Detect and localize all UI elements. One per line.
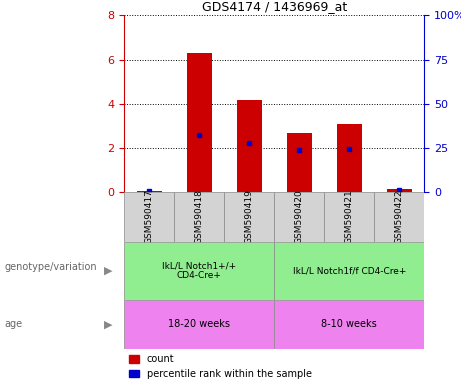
- Title: GDS4174 / 1436969_at: GDS4174 / 1436969_at: [201, 0, 347, 13]
- Text: ▶: ▶: [105, 319, 113, 329]
- Bar: [237, 100, 262, 192]
- Text: age: age: [5, 319, 23, 329]
- Text: GSM590419: GSM590419: [245, 190, 254, 244]
- FancyBboxPatch shape: [124, 300, 274, 349]
- Bar: [287, 134, 312, 192]
- FancyBboxPatch shape: [124, 242, 274, 300]
- Text: GSM590421: GSM590421: [345, 190, 354, 244]
- Text: GSM590422: GSM590422: [395, 190, 404, 244]
- Bar: [137, 191, 162, 192]
- Text: GSM590417: GSM590417: [145, 190, 154, 244]
- FancyBboxPatch shape: [274, 300, 424, 349]
- FancyBboxPatch shape: [374, 192, 424, 242]
- Text: GSM590420: GSM590420: [295, 190, 304, 244]
- Bar: [337, 124, 362, 192]
- Text: 18-20 weeks: 18-20 weeks: [168, 319, 230, 329]
- FancyBboxPatch shape: [324, 192, 374, 242]
- Text: IkL/L Notch1+/+
CD4-Cre+: IkL/L Notch1+/+ CD4-Cre+: [162, 261, 236, 280]
- FancyBboxPatch shape: [225, 192, 274, 242]
- FancyBboxPatch shape: [274, 192, 324, 242]
- Text: ▶: ▶: [105, 266, 113, 276]
- FancyBboxPatch shape: [274, 242, 424, 300]
- Text: GSM590418: GSM590418: [195, 190, 204, 244]
- Text: IkL/L Notch1f/f CD4-Cre+: IkL/L Notch1f/f CD4-Cre+: [293, 266, 406, 275]
- Bar: [187, 53, 212, 192]
- Text: 8-10 weeks: 8-10 weeks: [321, 319, 377, 329]
- Text: genotype/variation: genotype/variation: [5, 262, 97, 272]
- Legend: count, percentile rank within the sample: count, percentile rank within the sample: [130, 354, 312, 379]
- FancyBboxPatch shape: [124, 192, 174, 242]
- FancyBboxPatch shape: [174, 192, 225, 242]
- Bar: [387, 189, 412, 192]
